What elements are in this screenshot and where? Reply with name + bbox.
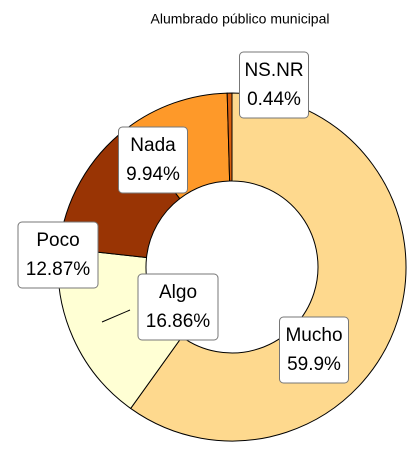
label-value: 12.87% xyxy=(26,259,91,280)
label-box xyxy=(137,273,219,341)
label-category: Nada xyxy=(130,135,176,156)
label-category: NS.NR xyxy=(244,60,303,81)
label-box xyxy=(118,126,188,194)
label-value: 9.94% xyxy=(126,164,180,185)
label-box xyxy=(239,51,309,119)
label-category: Poco xyxy=(36,230,79,251)
leader-line xyxy=(101,309,131,323)
donut-slice xyxy=(226,92,233,182)
label-category: Mucho xyxy=(285,325,342,346)
label-value: 59.9% xyxy=(287,354,341,375)
label-box xyxy=(279,316,349,384)
label-value: 0.44% xyxy=(247,89,301,110)
label-category: Algo xyxy=(159,282,197,303)
chart-title: Alumbrado público municipal xyxy=(151,11,330,27)
label-value: 16.86% xyxy=(146,311,211,332)
label-box xyxy=(17,221,99,289)
